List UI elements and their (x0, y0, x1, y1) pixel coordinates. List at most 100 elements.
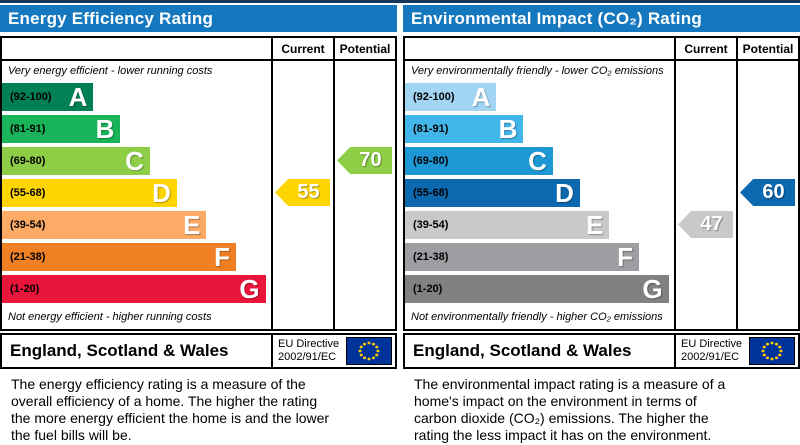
energy-current-value: 55 (297, 181, 320, 203)
eu-flag-icon (346, 337, 392, 365)
environment-potential-value: 60 (762, 181, 785, 203)
energy-potential-arrow: 70 (337, 147, 392, 174)
energy-current-arrow: 55 (275, 179, 330, 206)
band-range-label: (81-91) (413, 123, 449, 135)
environment-band-c: (69-80) C (405, 147, 553, 175)
rating-band-row: (69-80) C (2, 145, 271, 177)
rating-band-row: (21-38) F (405, 241, 674, 273)
eu-directive-label: EU Directive 2002/91/EC (681, 338, 742, 364)
page-top-border (0, 0, 800, 3)
eu-directive-line1: EU Directive (278, 337, 340, 350)
energy-band-a: (92-100) A (2, 82, 94, 112)
rating-band-row: (1-20) G (405, 273, 674, 305)
environment-potential-column-header: Potential (736, 38, 798, 59)
band-range-label: (39-54) (413, 219, 449, 231)
rating-band-row: (39-54) E (405, 209, 674, 241)
rating-band-row: (81-91) B (2, 113, 271, 145)
band-range-label: (55-68) (413, 187, 449, 199)
environment-current-value: 47 (700, 213, 723, 235)
eu-directive-line2: 2002/91/EC (278, 351, 337, 363)
band-letter: A (68, 82, 88, 112)
region-label: England, Scotland & Wales (413, 341, 632, 360)
band-range-label: (21-38) (413, 251, 449, 263)
directive-cell: EU Directive 2002/91/EC (271, 335, 395, 367)
band-range-label: (39-54) (10, 219, 46, 231)
environment-potential-arrow: 60 (740, 179, 795, 206)
environment-bands-area: Very environmentally friendly - lower CO… (405, 61, 674, 329)
environment-potential-column: 60 (736, 61, 798, 329)
eu-directive-line2: 2002/91/EC (681, 351, 740, 363)
environment-current-column: 47 (674, 61, 736, 329)
energy-bands-area: Very energy efficient - lower running co… (2, 61, 271, 329)
energy-bottom-caption: Not energy efficient - higher running co… (8, 311, 212, 323)
energy-band-b: (81-91) B (2, 114, 121, 144)
environment-chart-body: Very environmentally friendly - lower CO… (405, 61, 798, 329)
energy-potential-value: 70 (359, 149, 382, 171)
band-letter: C (125, 146, 144, 176)
header-spacer (2, 38, 271, 59)
energy-band-c: (69-80) C (2, 147, 150, 175)
energy-potential-column: 70 (333, 61, 395, 329)
environment-chart-header: Current Potential (405, 38, 798, 61)
energy-efficiency-panel: Energy Efficiency Rating Current Potenti… (0, 3, 397, 444)
eu-flag-stars (358, 341, 380, 361)
band-letter: C (528, 146, 547, 176)
environment-panel-title: Environmental Impact (CO₂) Rating (403, 5, 800, 32)
energy-chart-footer: England, Scotland & Wales EU Directive 2… (0, 333, 397, 369)
energy-chart-header: Current Potential (2, 38, 395, 61)
energy-band-f: (21-38) F (2, 243, 237, 271)
environment-bottom-caption: Not environmentally friendly - higher CO… (411, 311, 663, 323)
rating-band-row: (92-100) A (405, 81, 674, 113)
band-range-label: (69-80) (10, 155, 46, 167)
environment-description: The environmental impact rating is a mea… (414, 376, 726, 444)
band-letter: G (642, 274, 663, 304)
energy-rating-chart: Current Potential Very energy efficient … (0, 36, 397, 331)
energy-band-g: (1-20) G (2, 275, 266, 303)
eu-directive-line1: EU Directive (681, 337, 743, 350)
energy-potential-column-header: Potential (333, 38, 395, 59)
rating-band-row: (92-100) A (2, 81, 271, 113)
band-letter: B (498, 114, 518, 144)
environment-band-d: (55-68) D (405, 179, 580, 207)
directive-cell: EU Directive 2002/91/EC (674, 335, 798, 367)
band-range-label: (81-91) (10, 123, 46, 135)
band-letter: E (586, 210, 604, 240)
environment-rating-chart: Current Potential Very environmentally f… (403, 36, 800, 331)
band-range-label: (1-20) (10, 283, 40, 295)
energy-current-column-header: Current (271, 38, 333, 59)
environment-top-caption: Very environmentally friendly - lower CO… (411, 65, 664, 77)
band-letter: E (183, 210, 201, 240)
environment-band-e: (39-54) E (405, 210, 610, 240)
environment-band-f: (21-38) F (405, 242, 640, 272)
energy-top-caption: Very energy efficient - lower running co… (8, 65, 213, 77)
energy-chart-body: Very energy efficient - lower running co… (2, 61, 395, 329)
rating-band-row: (81-91) B (405, 113, 674, 145)
band-range-label: (69-80) (413, 155, 449, 167)
eu-flag-icon (749, 337, 795, 365)
environment-band-b: (81-91) B (405, 114, 524, 144)
energy-band-e: (39-54) E (2, 210, 207, 240)
band-letter: F (617, 242, 634, 272)
eu-directive-label: EU Directive 2002/91/EC (278, 338, 339, 364)
rating-band-row: (55-68) D (2, 177, 271, 209)
energy-description: The energy efficiency rating is a measur… (11, 376, 330, 444)
region-label: England, Scotland & Wales (10, 341, 229, 360)
band-letter: A (471, 82, 491, 112)
environmental-impact-panel: Environmental Impact (CO₂) Rating Curren… (403, 3, 800, 444)
environment-current-column-header: Current (674, 38, 736, 59)
band-letter: B (95, 114, 115, 144)
eu-flag-stars (761, 341, 783, 361)
energy-band-d: (55-68) D (2, 179, 177, 207)
environment-band-g: (1-20) G (405, 275, 669, 303)
band-range-label: (55-68) (10, 187, 46, 199)
epc-charts-container: Energy Efficiency Rating Current Potenti… (0, 3, 800, 444)
header-spacer (405, 38, 674, 59)
energy-current-column: 55 (271, 61, 333, 329)
rating-band-row: (39-54) E (2, 209, 271, 241)
band-range-label: (21-38) (10, 251, 46, 263)
band-range-label: (92-100) (413, 91, 455, 103)
environment-band-a: (92-100) A (405, 82, 497, 112)
band-letter: D (152, 178, 171, 208)
rating-band-row: (69-80) C (405, 145, 674, 177)
rating-band-row: (55-68) D (405, 177, 674, 209)
